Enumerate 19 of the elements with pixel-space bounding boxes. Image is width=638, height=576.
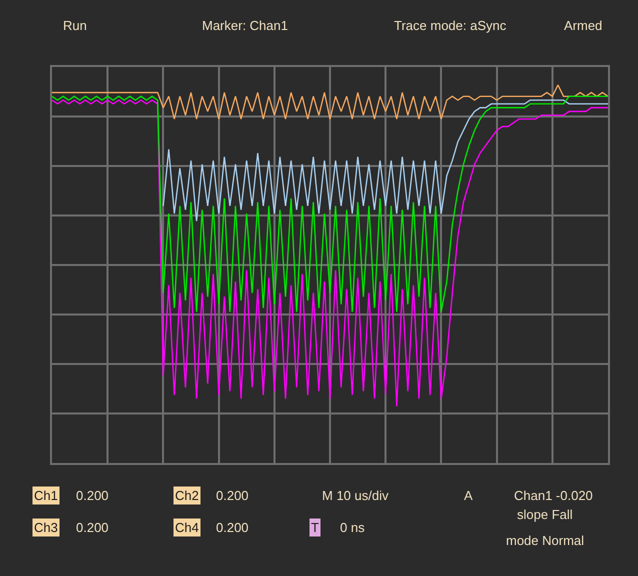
text: 0.200	[216, 520, 249, 535]
text: Ch1	[34, 488, 58, 503]
text: Ch4	[175, 520, 199, 535]
text: Armed	[564, 18, 602, 33]
text: mode Normal	[506, 533, 584, 548]
text: Marker: Chan1	[202, 18, 288, 33]
text: 0.200	[76, 488, 109, 503]
text: Trace mode: aSync	[394, 18, 507, 33]
text: T	[311, 520, 319, 535]
text: A	[464, 488, 473, 503]
text: M 10 us/div	[322, 488, 389, 503]
text: Run	[63, 18, 87, 33]
text: 0 ns	[340, 520, 366, 535]
text: slope Fall	[517, 507, 573, 522]
text: Chan1 -0.020	[514, 488, 593, 503]
text: 0.200	[216, 488, 249, 503]
text: Ch2	[175, 488, 199, 503]
text: Ch3	[34, 520, 58, 535]
text: 0.200	[76, 520, 109, 535]
